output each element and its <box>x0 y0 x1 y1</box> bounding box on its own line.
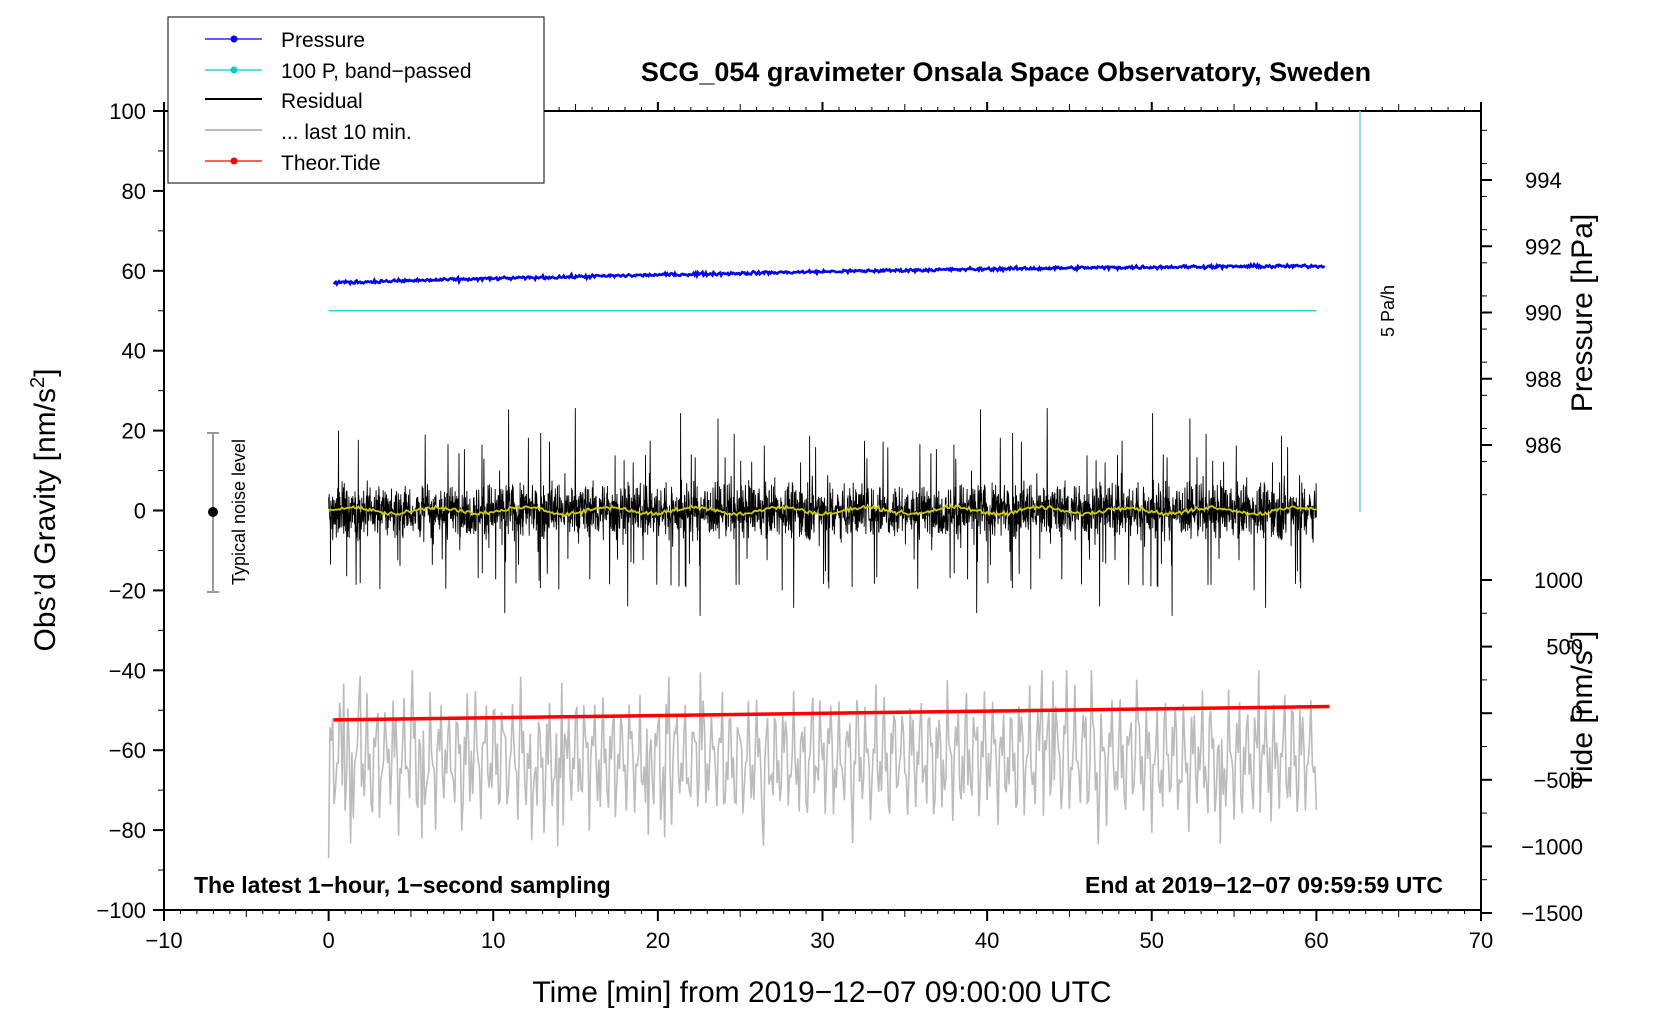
x-tick-label: 20 <box>646 928 670 953</box>
y-tick-label: −100 <box>96 898 146 923</box>
tide-axis-title-end: ] <box>1566 631 1599 639</box>
x-tick-label: −10 <box>145 928 182 953</box>
tide-tick-label: −1500 <box>1521 901 1583 926</box>
pressure-tick-label: 988 <box>1525 367 1562 392</box>
tide-tick-label: 1000 <box>1534 568 1583 593</box>
rate-label: 5 Pa/h <box>1378 285 1398 337</box>
noise-level-label: Typical noise level <box>229 439 249 585</box>
tide-line <box>333 704 1330 722</box>
noise-center-dot <box>208 507 218 517</box>
x-tick-label: 50 <box>1140 928 1164 953</box>
sampling-note: The latest 1−hour, 1−second sampling <box>194 872 611 898</box>
smoothed-residual-line <box>327 503 1317 518</box>
tide-axis-title-text: Tide [nm/s <box>1566 650 1599 789</box>
end-time-note: End at 2019−12−07 09:59:59 UTC <box>1085 872 1443 898</box>
series-layer <box>327 261 1330 859</box>
pressure-tick-label: 992 <box>1525 234 1562 259</box>
y-axis-left-title: Obs’d Gravity [nm/s2] <box>27 369 62 652</box>
pressure-line <box>332 261 1326 287</box>
legend-item-last10: ... last 10 min. <box>205 121 412 144</box>
tide-tick-label: 500 <box>1546 635 1583 660</box>
y-tick-label: −80 <box>109 818 146 843</box>
tide-axis-title-sup: 2 <box>1564 639 1586 650</box>
y-tick-label: 40 <box>122 339 146 364</box>
x-tick-label: 10 <box>481 928 505 953</box>
legend: Pressure 100 P, band−passed Residual ...… <box>167 16 545 184</box>
y-tick-label: −20 <box>109 578 146 603</box>
tide-tick-label: −1000 <box>1521 834 1583 859</box>
y-tick-label: 80 <box>122 179 146 204</box>
y-tick-label: −40 <box>109 658 146 683</box>
legend-label-bandpassed: 100 P, band−passed <box>281 60 472 83</box>
y-tick-label: 0 <box>134 499 146 524</box>
last10-line <box>327 670 1318 859</box>
y-tick-label: −60 <box>109 738 146 763</box>
pressure-tick-label: 986 <box>1525 433 1562 458</box>
y-axis-left-title-text: Obs’d Gravity [nm/s <box>29 388 62 651</box>
tide-axis-title: Tide [nm/s2] <box>1564 631 1599 789</box>
x-tick-label: 0 <box>323 928 335 953</box>
pressure-tick-label: 990 <box>1525 301 1562 326</box>
tick-layer: −10 0 10 20 30 40 50 60 70100806040200−20−40−60−… <box>96 99 1583 953</box>
y-tick-label: 20 <box>122 419 146 444</box>
chart-title: SCG_054 gravimeter Onsala Space Observat… <box>641 57 1371 87</box>
y-axis-left-title-sup: 2 <box>27 377 49 388</box>
tide-tick-label: 0 <box>1571 701 1583 726</box>
legend-item-tide: Theor.Tide <box>205 152 381 175</box>
legend-marker-pressure <box>230 35 238 43</box>
y-tick-label: 100 <box>109 99 146 124</box>
x-tick-label: 60 <box>1304 928 1328 953</box>
rate-annotation: 5 Pa/h <box>1359 111 1398 512</box>
pressure-axis-title: Pressure [hPa] <box>1566 214 1599 412</box>
x-axis-title: Time [min] from 2019−12−07 09:00:00 UTC <box>532 976 1111 1009</box>
y-tick-label: 60 <box>122 259 146 284</box>
legend-label-residual: Residual <box>281 90 363 113</box>
y-axis-left-title-end: ] <box>29 369 62 377</box>
legend-label-tide: Theor.Tide <box>281 152 381 175</box>
x-tick-label: 30 <box>810 928 834 953</box>
x-tick-label: 70 <box>1469 928 1493 953</box>
legend-item-residual: Residual <box>205 90 363 113</box>
legend-label-pressure: Pressure <box>281 29 365 52</box>
legend-marker-tide <box>230 157 238 165</box>
tide-tick-label: −500 <box>1533 768 1583 793</box>
legend-label-last10: ... last 10 min. <box>281 121 412 144</box>
legend-item-pressure: Pressure <box>205 29 365 52</box>
pressure-tick-label: 994 <box>1525 168 1562 193</box>
noise-level-annotation: Typical noise level <box>207 432 249 593</box>
legend-marker-bandpassed <box>230 66 238 74</box>
residual-line <box>328 407 1317 616</box>
x-tick-label: 40 <box>975 928 999 953</box>
legend-item-bandpassed: 100 P, band−passed <box>205 60 472 83</box>
